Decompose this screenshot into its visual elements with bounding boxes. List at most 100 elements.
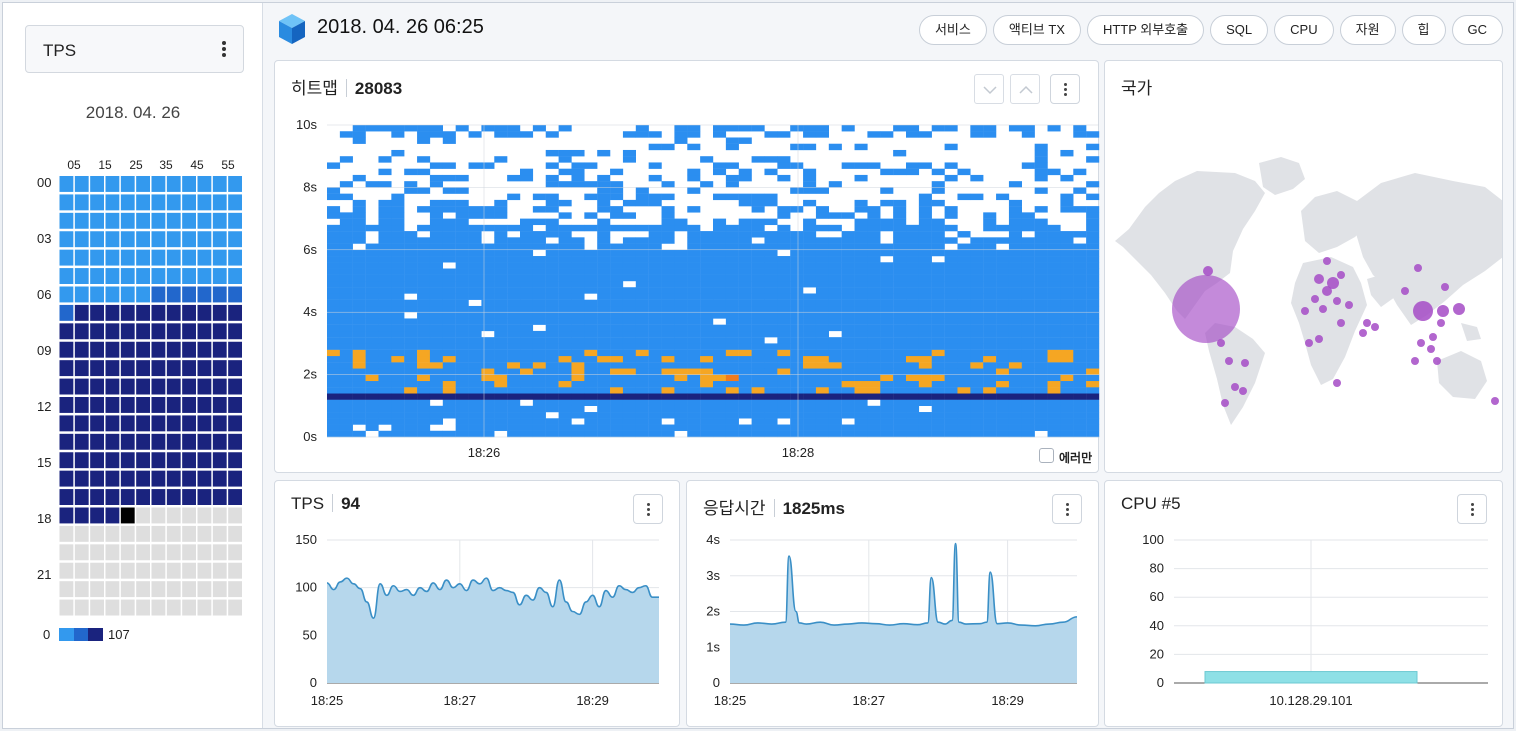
error-only-checkbox[interactable] <box>1039 448 1054 463</box>
heatmap-cell <box>970 393 984 400</box>
heatmap-cell <box>365 305 379 313</box>
heatmap-cell <box>1086 181 1100 188</box>
world-map[interactable] <box>1105 61 1503 473</box>
heatmap-cell <box>417 330 431 338</box>
heatmap-cell <box>339 274 353 282</box>
heatmap-cell <box>622 430 636 438</box>
tab-active-tx[interactable]: 액티브 TX <box>992 15 1081 45</box>
heatmap-cell <box>1034 355 1048 363</box>
hour-label: 06 <box>37 287 52 302</box>
heatmap-cell <box>764 231 778 238</box>
scroll-up-button[interactable] <box>1010 74 1040 104</box>
heatmap-cell <box>854 387 868 394</box>
heatmap-cell <box>391 212 405 219</box>
tab-cpu[interactable]: CPU <box>1274 15 1334 45</box>
heatmap-cell <box>764 243 778 250</box>
heatmap-cell <box>725 162 739 169</box>
heatmap-cell <box>764 299 778 307</box>
heatmap-cell <box>1008 243 1022 250</box>
heatmap-cell <box>841 243 855 250</box>
heatmap-cell <box>777 281 791 288</box>
heatmap-cell <box>751 287 765 294</box>
heatmap-cell <box>674 274 688 282</box>
heatmap-cell <box>151 249 166 266</box>
metric-selector[interactable]: TPS <box>25 25 244 73</box>
heatmap-cell <box>970 256 984 263</box>
heatmap-cell <box>725 287 739 294</box>
response-time-menu-button[interactable] <box>1052 494 1082 524</box>
heatmap-cell <box>648 424 662 431</box>
heatmap-cell <box>751 218 765 226</box>
heatmap-menu-button[interactable] <box>1050 74 1080 104</box>
heatmap-cell <box>648 430 662 438</box>
tab-http-external[interactable]: HTTP 외부호출 <box>1086 15 1205 45</box>
heatmap-cell <box>622 374 636 382</box>
country-bubble <box>1441 283 1449 291</box>
heatmap-cell <box>182 452 196 469</box>
heatmap-cell <box>996 324 1010 332</box>
heatmap-cell <box>429 174 443 182</box>
heatmap-cell <box>1086 281 1100 288</box>
heatmap-cell <box>378 337 392 344</box>
heatmap-cell <box>841 362 855 369</box>
tab-resource[interactable]: 자원 <box>1339 15 1396 45</box>
heatmap-cell <box>404 412 418 419</box>
heatmap-cell <box>918 343 932 350</box>
heatmap-cell <box>532 281 546 288</box>
heatmap-cell <box>790 187 804 194</box>
heatmap-cell <box>893 368 907 375</box>
heatmap-cell <box>803 231 817 238</box>
heatmap-cell <box>622 256 636 263</box>
y-tick-label: 60 <box>1150 589 1164 604</box>
heatmap-cell <box>713 424 727 431</box>
heatmap-cell <box>507 249 521 257</box>
heatmap-cell <box>545 380 559 388</box>
heatmap-cell <box>996 368 1010 375</box>
heatmap-cell <box>996 405 1010 413</box>
heatmap-cell <box>944 330 958 338</box>
heatmap-cell <box>327 337 341 344</box>
tab-sql[interactable]: SQL <box>1210 15 1269 45</box>
tab-gc[interactable]: GC <box>1451 15 1503 45</box>
tps-menu-button[interactable] <box>633 494 663 524</box>
daily-tps-heatmap[interactable] <box>59 175 243 617</box>
heatmap-cell <box>481 324 495 332</box>
heatmap-cell <box>1021 256 1035 263</box>
heatmap-cell <box>931 337 945 344</box>
y-tick-label: 50 <box>303 627 317 642</box>
heatmap-cell <box>687 312 701 319</box>
heatmap-cell <box>417 349 431 357</box>
heatmap-cell <box>918 380 932 388</box>
heatmap-cell <box>365 262 379 269</box>
heatmap-cell <box>841 281 855 288</box>
heatmap-cell <box>648 399 662 406</box>
tab-service[interactable]: 서비스 <box>918 15 987 45</box>
scroll-down-button[interactable] <box>974 74 1004 104</box>
heatmap-cell <box>391 430 405 438</box>
tab-heap[interactable]: 힙 <box>1401 15 1446 45</box>
heatmap-cell <box>59 562 74 579</box>
heatmap-cell <box>1034 281 1048 288</box>
heatmap-cell <box>558 349 572 357</box>
heatmap-cell <box>764 393 778 400</box>
heatmap-cell <box>468 430 482 438</box>
heatmap-cell <box>1008 330 1022 338</box>
heatmap-cell <box>635 374 649 382</box>
heatmap-cell <box>481 362 495 369</box>
more-vert-icon[interactable] <box>209 34 239 64</box>
heatmap-cell <box>841 293 855 300</box>
heatmap-cell <box>983 349 997 357</box>
cpu-menu-button[interactable] <box>1457 494 1487 524</box>
heatmap-cell <box>481 430 495 438</box>
heatmap-cell <box>532 218 546 226</box>
heatmap-cell <box>1060 268 1074 275</box>
heatmap-cell <box>59 360 74 377</box>
heatmap-cell <box>136 489 150 505</box>
heatmap-cell <box>417 274 431 282</box>
heatmap-cell <box>1073 318 1087 325</box>
heatmap-cell <box>1047 287 1061 294</box>
